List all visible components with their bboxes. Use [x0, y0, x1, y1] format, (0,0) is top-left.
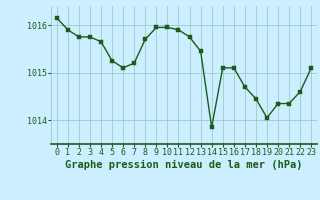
X-axis label: Graphe pression niveau de la mer (hPa): Graphe pression niveau de la mer (hPa)	[65, 160, 303, 170]
